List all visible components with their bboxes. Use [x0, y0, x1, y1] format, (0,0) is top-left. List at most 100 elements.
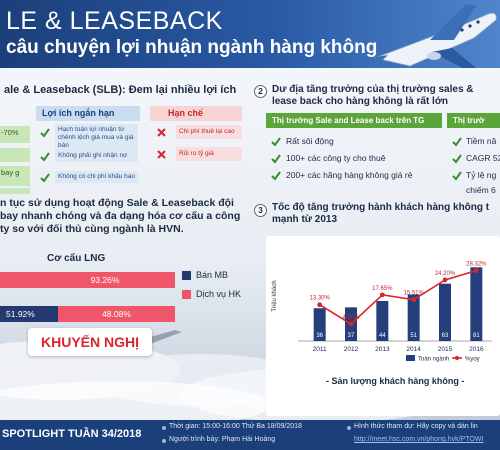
recommend-badge: KHUYẾN NGHỊ: [28, 328, 152, 356]
bar: [470, 267, 483, 341]
yoy-point: [379, 292, 385, 298]
section2-item: 200+ các hãng hàng không giá rẻ: [286, 170, 413, 180]
yoy-value-label: 15.51%: [403, 291, 424, 297]
section1-description: n tục sử dụng hoạt động Sale & Leaseback…: [0, 197, 241, 235]
bullet-icon: [162, 439, 166, 443]
bar: [407, 294, 420, 341]
left-chip: [0, 148, 30, 162]
x-tick-label: 2015: [438, 346, 453, 353]
check-icon: [452, 154, 462, 164]
check-icon: [271, 154, 281, 164]
chart-panel: Triệu khách 36 2011 37 2012 44 2013 51 2014 63 201…: [266, 236, 500, 416]
section3-title: Tốc độ tăng trưởng hành khách hàng không…: [272, 202, 490, 225]
yoy-point: [348, 321, 354, 327]
bar: [313, 308, 326, 341]
lng-bar-segment-mb: 51.92%: [0, 306, 58, 322]
check-icon: [271, 171, 281, 181]
lng-bar-value: 51.92%: [6, 309, 35, 319]
section2-item: Rất sôi động: [286, 136, 334, 146]
section2-item: 100+ các công ty cho thuê: [286, 153, 386, 163]
x-tick-label: 2016: [469, 346, 484, 353]
left-chip: -70%: [0, 126, 30, 143]
bar-value-label: 37: [348, 333, 355, 339]
bar-value-label: 36: [316, 333, 323, 339]
bar: [376, 300, 389, 341]
spotlight-label: SPOTLIGHT TUẦN 34/2018: [2, 428, 142, 440]
yoy-point: [411, 297, 417, 303]
section2-item: Tỷ lệ ng: [466, 170, 497, 180]
presenter: Người trình bày: Phạm Hải Hoàng: [169, 436, 276, 443]
limits-header: Hạn chế: [150, 106, 242, 121]
legend-label: Bán MB: [196, 270, 229, 280]
lng-bar-value: 93.26%: [90, 275, 120, 285]
lng-chart-title: Cơ cấu LNG: [47, 253, 106, 264]
bar-value-label: 81: [473, 333, 480, 339]
yoy-point: [317, 302, 323, 308]
section2-title: Dư địa tăng trưởng của thị trường sales …: [272, 84, 474, 107]
legend-label: Dịch vụ HK: [196, 289, 242, 299]
yoy-point: [442, 277, 448, 283]
check-icon: [40, 173, 50, 183]
chart-caption: - Sản lượng khách hàng không -: [326, 376, 465, 386]
event-time: Thời gian: 15:00-16:00 Thứ Ba 18/09/2018: [169, 423, 302, 430]
yoy-value-label: 17.65%: [372, 286, 393, 292]
x-tick-label: 2014: [406, 346, 421, 353]
bullet-icon: [162, 426, 166, 430]
y-axis-label: Triệu khách: [272, 280, 278, 311]
check-icon: [452, 171, 462, 181]
bar-value-label: 63: [442, 333, 449, 339]
left-chip: [0, 188, 30, 194]
passenger-chart: Triệu khách 36 2011 37 2012 44 2013 51 2014 63 201…: [272, 262, 492, 363]
page-subtitle: câu chuyện lợi nhuận ngành hàng không: [6, 37, 378, 58]
legend-swatch-navy: [182, 271, 191, 280]
legend-swatch-red: [182, 290, 191, 299]
yoy-point: [473, 268, 479, 273]
cross-icon: [157, 128, 166, 137]
benefit-item: Hạch toán lợi nhuận từ chênh lệch giá mu…: [55, 124, 138, 152]
section1-title: ale & Leaseback (SLB): Đem lại nhiều lợi…: [4, 84, 237, 96]
x-tick-label: 2012: [344, 346, 359, 353]
section2-item: Tiềm nă: [466, 136, 497, 146]
limit-item: Rủi ro tỷ giá: [176, 147, 242, 161]
benefit-item: Không có chi phí khấu hao: [55, 171, 138, 183]
section2-item: CAGR 52: [466, 153, 500, 163]
benefit-item: Không phải ghi nhận nợ: [55, 150, 138, 162]
benefits-header: Lợi ích ngắn hạn: [36, 106, 140, 121]
bar-value-label: 44: [379, 333, 386, 339]
x-tick-label: 2011: [313, 346, 327, 353]
page-title: LE & LEASEBACK: [6, 7, 223, 35]
bar-value-label: 51: [410, 333, 417, 339]
lng-bar-segment-dvhk: 48.08%: [58, 306, 175, 322]
yoy-value-label: 13.30%: [309, 296, 330, 302]
left-chip: bay g: [0, 166, 30, 186]
airplane-icon: [370, 4, 497, 72]
check-icon: [271, 137, 281, 147]
section2-col2-header: Thị trườ: [447, 113, 500, 128]
participation-note: Hình thức tham dự: Hãy copy và dán lin: [354, 423, 478, 430]
legend-swatch-point: [455, 356, 459, 360]
section2-number: 2: [254, 85, 267, 98]
yoy-line: [319, 269, 477, 326]
bar: [439, 283, 451, 341]
section2-item: chiếm 6: [466, 185, 496, 195]
lng-bar-2017: 93.26%: [0, 272, 175, 288]
yoy-value-label: 28.32%: [466, 262, 487, 268]
meeting-link[interactable]: http://meet.hsc.com.vn/phong.hvk/PTOWI: [354, 436, 484, 443]
check-icon: [40, 128, 50, 138]
header-banner: LE & LEASEBACK câu chuyện lợi nhuận ngàn…: [0, 0, 500, 68]
yoy-value-label: 24.20%: [435, 271, 456, 277]
yoy-value-label: 4.80%: [342, 315, 360, 321]
section3-number: 3: [254, 204, 267, 217]
legend-label-bars: Toàn ngành: [418, 357, 449, 363]
check-icon: [452, 137, 462, 147]
bullet-icon: [347, 426, 351, 430]
section2-col1-header: Thị trường Sale and Lease back trên TG: [266, 113, 442, 128]
legend-swatch-bars: [406, 355, 415, 361]
lng-bar-value: 48.08%: [102, 309, 131, 319]
check-icon: [40, 152, 50, 162]
x-tick-label: 2013: [375, 346, 390, 353]
limit-item: Chi phí thuê lại cao: [176, 125, 242, 139]
cross-icon: [157, 150, 166, 159]
legend-label-line: %yoy: [465, 357, 480, 363]
